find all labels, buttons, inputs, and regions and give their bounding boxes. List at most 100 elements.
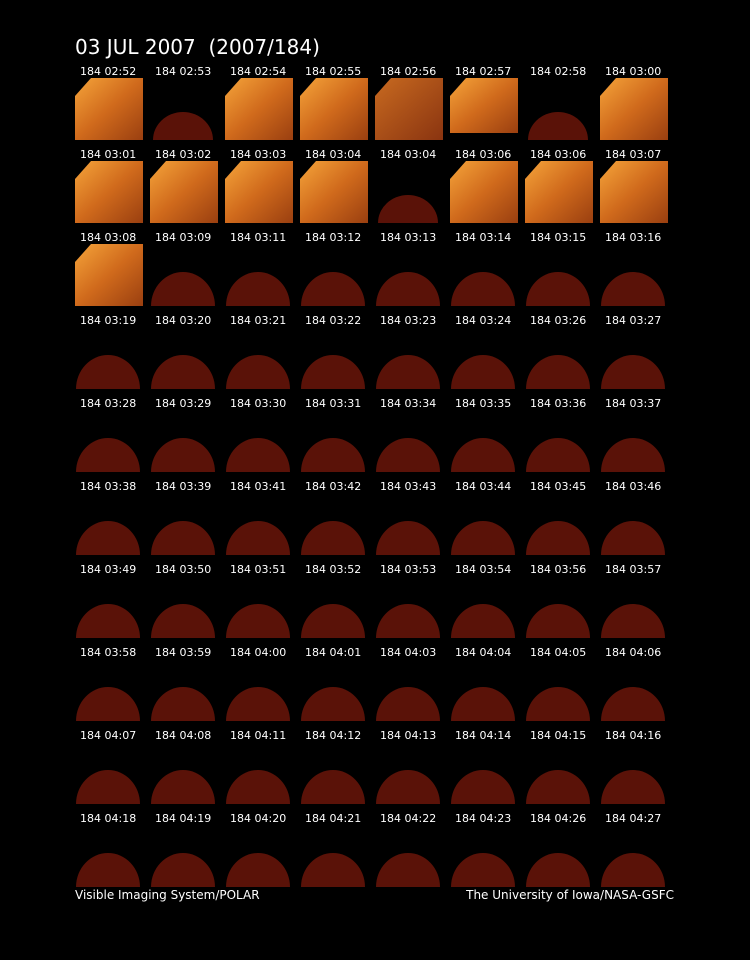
frame-label: 184 04:23 xyxy=(455,812,511,825)
footer-left: Visible Imaging System/POLAR xyxy=(75,888,260,902)
frame-image xyxy=(226,687,290,721)
frame-label: 184 03:34 xyxy=(380,397,436,410)
frame-image xyxy=(451,770,515,804)
frame-image xyxy=(75,161,143,223)
frame-image xyxy=(301,853,365,887)
frame-image xyxy=(150,161,218,223)
frame-image xyxy=(526,687,590,721)
frame-image xyxy=(450,161,518,223)
frame-image xyxy=(526,604,590,638)
frame-image xyxy=(450,78,518,133)
frame-label: 184 03:20 xyxy=(155,314,211,327)
frame-image xyxy=(451,355,515,389)
frame-label: 184 03:42 xyxy=(305,480,361,493)
frame-image xyxy=(601,770,665,804)
frame-image xyxy=(376,853,440,887)
frame-label: 184 03:03 xyxy=(230,148,286,161)
frame-image xyxy=(451,853,515,887)
frame-image xyxy=(601,853,665,887)
frame-image xyxy=(225,78,293,140)
frame-image xyxy=(376,770,440,804)
frame-label: 184 03:12 xyxy=(305,231,361,244)
frame-label: 184 03:01 xyxy=(80,148,136,161)
frame-image xyxy=(528,112,588,140)
frame-image xyxy=(376,438,440,472)
frame-image xyxy=(76,604,140,638)
frame-image xyxy=(526,438,590,472)
frame-image xyxy=(526,521,590,555)
frame-image xyxy=(526,355,590,389)
frame-label: 184 03:09 xyxy=(155,231,211,244)
frame-label: 184 03:39 xyxy=(155,480,211,493)
frame-label: 184 03:07 xyxy=(605,148,661,161)
frame-label: 184 03:26 xyxy=(530,314,586,327)
frame-label: 184 02:55 xyxy=(305,65,361,78)
frame-label: 184 04:03 xyxy=(380,646,436,659)
frame-label: 184 02:52 xyxy=(80,65,136,78)
frame-label: 184 03:06 xyxy=(530,148,586,161)
frame-label: 184 03:49 xyxy=(80,563,136,576)
frame-label: 184 03:24 xyxy=(455,314,511,327)
frame-label: 184 03:13 xyxy=(380,231,436,244)
frame-image xyxy=(601,521,665,555)
frame-image xyxy=(600,78,668,140)
frame-image xyxy=(226,272,290,306)
frame-label: 184 02:54 xyxy=(230,65,286,78)
frame-label: 184 03:54 xyxy=(455,563,511,576)
frame-image xyxy=(151,770,215,804)
frame-label: 184 02:56 xyxy=(380,65,436,78)
frame-label: 184 03:31 xyxy=(305,397,361,410)
frame-label: 184 03:36 xyxy=(530,397,586,410)
frame-label: 184 02:53 xyxy=(155,65,211,78)
frame-image xyxy=(226,521,290,555)
frame-label: 184 03:19 xyxy=(80,314,136,327)
frame-label: 184 04:07 xyxy=(80,729,136,742)
frame-image xyxy=(376,521,440,555)
frame-image xyxy=(151,438,215,472)
frame-image xyxy=(301,604,365,638)
frame-image xyxy=(301,355,365,389)
frame-label: 184 03:56 xyxy=(530,563,586,576)
footer-right: The University of Iowa/NASA-GSFC xyxy=(465,888,674,902)
frame-label: 184 03:23 xyxy=(380,314,436,327)
frame-label: 184 04:12 xyxy=(305,729,361,742)
frame-label: 184 03:22 xyxy=(305,314,361,327)
frame-label: 184 04:06 xyxy=(605,646,661,659)
frame-label: 184 03:52 xyxy=(305,563,361,576)
frame-label: 184 03:06 xyxy=(455,148,511,161)
frame-label: 184 03:41 xyxy=(230,480,286,493)
frame-label: 184 03:04 xyxy=(380,148,436,161)
frame-image xyxy=(525,161,593,223)
frame-label: 184 04:27 xyxy=(605,812,661,825)
frame-image xyxy=(75,78,143,140)
frame-label: 184 03:15 xyxy=(530,231,586,244)
frame-label: 184 03:02 xyxy=(155,148,211,161)
frame-label: 184 03:28 xyxy=(80,397,136,410)
title: 03 JUL 2007 (2007/184) xyxy=(75,35,320,59)
frame-label: 184 03:57 xyxy=(605,563,661,576)
frame-image xyxy=(300,78,368,140)
frame-image xyxy=(376,272,440,306)
frame-image xyxy=(376,604,440,638)
frame-label: 184 04:18 xyxy=(80,812,136,825)
frame-image xyxy=(378,195,438,223)
frame-image xyxy=(151,521,215,555)
frame-image xyxy=(300,161,368,223)
frame-image xyxy=(301,521,365,555)
frame-label: 184 03:45 xyxy=(530,480,586,493)
frame-image xyxy=(526,853,590,887)
frame-label: 184 03:44 xyxy=(455,480,511,493)
frame-image xyxy=(451,438,515,472)
frame-image xyxy=(601,687,665,721)
frame-image xyxy=(451,272,515,306)
frame-image xyxy=(151,853,215,887)
frame-image xyxy=(451,521,515,555)
frame-label: 184 03:00 xyxy=(605,65,661,78)
frame-label: 184 04:19 xyxy=(155,812,211,825)
frame-image xyxy=(301,770,365,804)
frame-label: 184 03:21 xyxy=(230,314,286,327)
frame-label: 184 04:08 xyxy=(155,729,211,742)
frame-image xyxy=(376,687,440,721)
frame-label: 184 04:04 xyxy=(455,646,511,659)
frame-image xyxy=(76,521,140,555)
